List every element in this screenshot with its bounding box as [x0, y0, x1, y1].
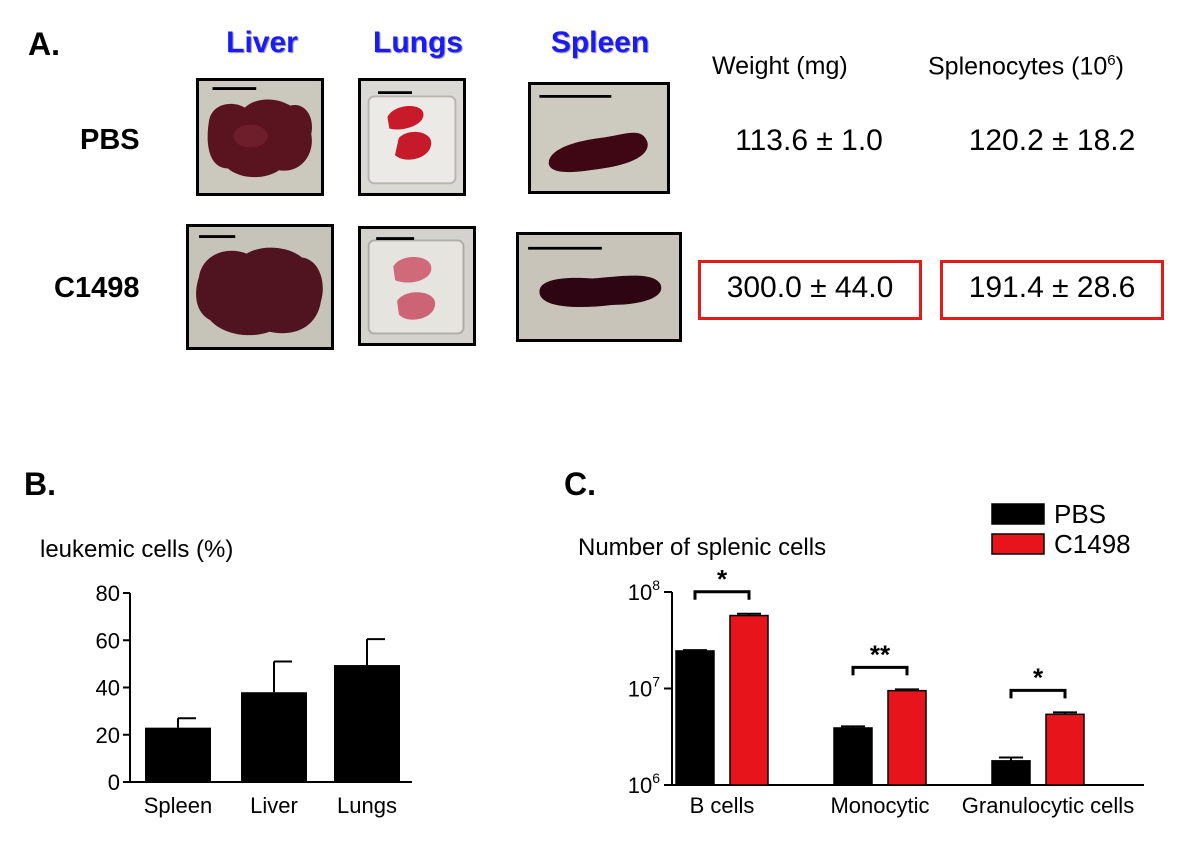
chart-b: 0 20 40 60 80 Spleen Liver Lungs	[96, 581, 412, 818]
y-tick-label: 106	[628, 770, 660, 798]
photo-pbs-lungs	[358, 78, 466, 196]
bar-pbs-0	[675, 650, 715, 786]
splenocytes-header-base: Splenocytes (10	[928, 52, 1108, 81]
panel-c-label: C.	[564, 466, 596, 502]
x-tick-label: Liver	[250, 793, 298, 818]
organ-header-lungs: Lungs	[373, 26, 463, 59]
bar-lungs	[334, 665, 400, 782]
significance-bracket	[1009, 688, 1067, 699]
photo-pbs-liver	[196, 78, 324, 196]
chart-c-ylabel: Number of splenic cells	[578, 534, 827, 561]
y-tick-label: 60	[96, 628, 120, 653]
splenocytes-value-pbs: 120.2 ± 18.2	[968, 124, 1136, 157]
x-tick-label: Granulocytic cells	[962, 793, 1134, 818]
splenocytes-value-c1498: 191.4 ± 28.6	[940, 260, 1164, 320]
organ-header-spleen: Spleen	[550, 26, 650, 59]
photo-c1498-spleen	[516, 232, 682, 342]
y-tick-label: 0	[108, 770, 120, 795]
liver-image	[199, 81, 321, 193]
bar-c1498-0	[729, 614, 769, 786]
spleen-image	[520, 235, 678, 339]
bar-pbs-1	[833, 727, 873, 786]
significance-bracket	[851, 665, 909, 676]
y-tick-label: 107	[628, 674, 660, 702]
legend-label-c1498: C1498	[1054, 529, 1131, 559]
x-tick-label: Lungs	[337, 793, 397, 818]
photo-c1498-liver	[186, 224, 334, 350]
significance-label: *	[1033, 662, 1044, 692]
y-tick-label: 108	[628, 577, 660, 605]
weight-column-header: Weight (mg)	[712, 52, 848, 80]
row-label-c1498: C1498	[54, 272, 140, 304]
lungs-image	[361, 229, 473, 343]
spleen-image	[531, 85, 667, 191]
bar-c1498-2	[1045, 713, 1085, 786]
organ-header-liver: Liver	[226, 26, 298, 59]
bar-pbs-2	[991, 760, 1031, 786]
splenocytes-column-header: Splenocytes (106)	[928, 52, 1124, 81]
significance-bracket	[693, 590, 751, 600]
legend-label-pbs: PBS	[1054, 499, 1106, 529]
legend-swatch-pbs	[991, 503, 1045, 525]
liver-image	[189, 227, 331, 347]
lungs-image	[361, 81, 463, 193]
chart-b-ylabel: leukemic cells (%)	[40, 536, 234, 563]
photo-c1498-lungs	[358, 226, 476, 346]
photo-pbs-spleen	[528, 82, 670, 194]
bar-liver	[241, 692, 307, 782]
x-tick-label: Monocytic	[830, 793, 929, 818]
row-label-pbs: PBS	[80, 124, 140, 156]
x-tick-label: B cells	[690, 793, 755, 818]
significance-label: **	[870, 639, 891, 669]
y-tick-label: 40	[96, 676, 120, 701]
splenocytes-header-close: )	[1115, 52, 1124, 81]
bar-spleen	[145, 727, 211, 782]
chart-c: 106 107 108 * B cells ** Monocytic * Granulocyti…	[628, 499, 1144, 818]
legend-swatch-c1498	[991, 533, 1045, 555]
splenocytes-header-exponent: 6	[1107, 52, 1116, 69]
y-tick-label: 20	[96, 723, 120, 748]
y-tick-label: 80	[96, 581, 120, 606]
panel-a-label: A.	[28, 26, 60, 62]
significance-label: *	[717, 564, 728, 594]
panel-b-label: B.	[24, 466, 56, 502]
weight-value-pbs: 113.6 ± 1.0	[735, 124, 883, 157]
bar-c1498-1	[887, 689, 927, 786]
x-tick-label: Spleen	[144, 793, 213, 818]
weight-value-c1498: 300.0 ± 44.0	[698, 260, 922, 320]
